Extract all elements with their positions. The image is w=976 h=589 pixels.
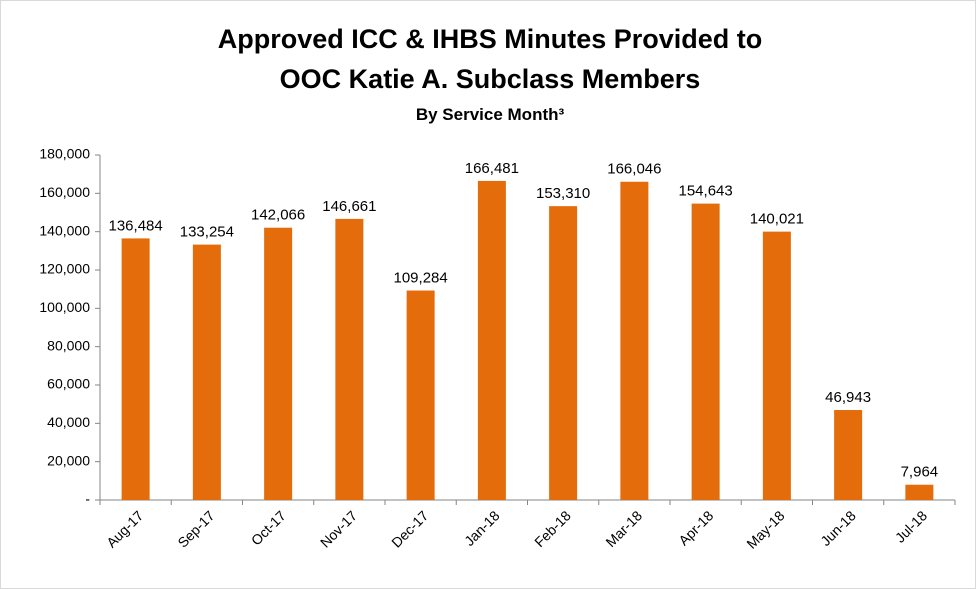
y-tick-label: 100,000 [39, 299, 90, 315]
value-label: 146,661 [322, 198, 376, 215]
y-tick-label: 40,000 [47, 414, 90, 430]
bar [549, 206, 578, 501]
value-label: 166,046 [607, 161, 661, 178]
bar [762, 231, 791, 501]
bar [406, 290, 435, 500]
y-tick-label: 140,000 [39, 222, 90, 238]
value-label: 46,943 [825, 389, 871, 406]
value-label: 142,066 [251, 207, 305, 224]
bar [264, 227, 293, 500]
value-label: 140,021 [750, 211, 804, 228]
value-label: 166,481 [465, 160, 519, 177]
y-tick-label: - [85, 491, 90, 507]
bar [335, 218, 364, 500]
value-label: 133,254 [180, 224, 234, 241]
bar [691, 203, 720, 500]
y-tick-label: 160,000 [39, 184, 90, 200]
value-label: 154,643 [679, 183, 733, 200]
value-label: 7,964 [901, 464, 939, 481]
y-tick-label: 120,000 [39, 261, 90, 277]
bar [121, 238, 150, 500]
y-tick-label: 180,000 [39, 146, 90, 162]
y-tick-label: 60,000 [47, 376, 90, 392]
y-tick-label: 20,000 [47, 452, 90, 468]
value-label: 109,284 [394, 270, 448, 287]
chart-title: OOC Katie A. Subclass Members [280, 64, 701, 94]
bar [620, 181, 649, 500]
value-label: 136,484 [109, 217, 163, 234]
chart-title: Approved ICC & IHBS Minutes Provided to [218, 24, 763, 54]
chart-subtitle: By Service Month³ [416, 105, 565, 124]
bar [192, 244, 221, 500]
y-tick-label: 80,000 [47, 337, 90, 353]
bar [905, 484, 934, 500]
value-label: 153,310 [536, 185, 590, 202]
bar [834, 410, 863, 500]
bar [477, 180, 506, 500]
